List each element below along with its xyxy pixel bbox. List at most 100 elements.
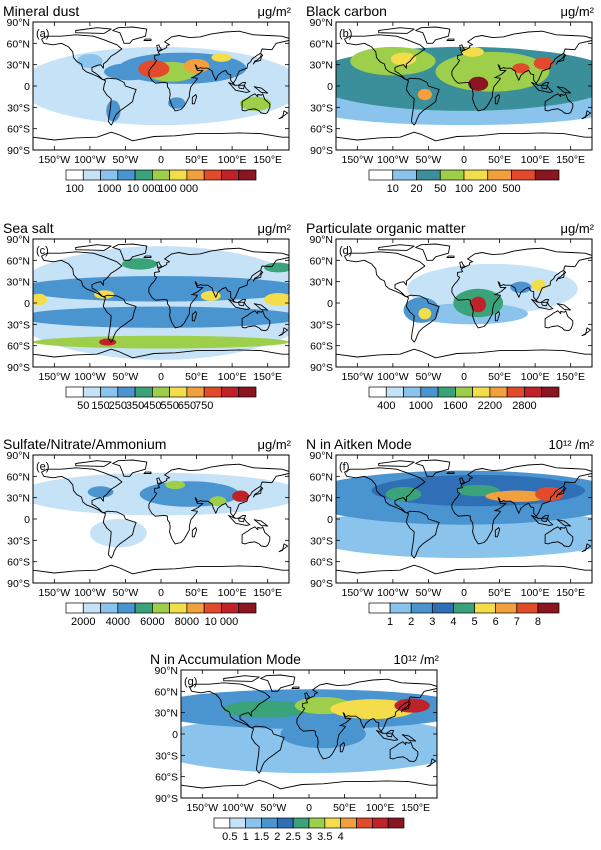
- coastline-arctic-islands: [75, 460, 112, 467]
- panel-b-field-blob: [533, 56, 554, 70]
- lon-label: 100°E: [366, 802, 395, 814]
- colorbar-label: 500: [502, 183, 520, 195]
- lat-label: 60°S: [310, 557, 333, 569]
- panel-c-field-blob: [264, 262, 289, 273]
- colorbar-label: 4000: [106, 616, 130, 628]
- lon-label: 50°W: [113, 371, 139, 383]
- coastline-africa-eurasia: [148, 30, 289, 112]
- lat-label: 30°N: [155, 708, 178, 720]
- lat-label: 30°N: [7, 493, 30, 505]
- colorbar-swatch: [292, 817, 310, 829]
- coastline-madagascar: [191, 94, 198, 105]
- panel-e-lat-labels: 90°S 60°S 30°S 0 30°N 60°N 90°N: [7, 450, 31, 590]
- colorbar-swatch: [221, 169, 240, 181]
- coastline-new-zealand: [426, 758, 437, 768]
- colorbar-swatch: [82, 169, 101, 181]
- panel-b-colorbar: 10 20 50 100 200 500: [368, 169, 560, 195]
- colorbar-label: 0.5: [222, 831, 237, 843]
- coastline-new-zealand: [581, 327, 592, 337]
- coastline-antarctica: [336, 348, 592, 367]
- colorbar-swatch: [261, 817, 278, 829]
- colorbar-swatch: [203, 602, 222, 614]
- lon-label: 150°W: [39, 587, 71, 599]
- panel-g-map: (g): [180, 669, 438, 799]
- colorbar-swatch: [186, 169, 205, 181]
- coastline-indonesia: [531, 514, 554, 526]
- colorbar-swatch: [152, 169, 170, 181]
- lat-label: 30°S: [310, 319, 333, 331]
- lon-label: 0: [306, 802, 312, 814]
- panel-e-field-blob: [87, 486, 114, 498]
- colorbar-label: 1000: [409, 400, 433, 412]
- lat-label: 60°N: [310, 38, 333, 50]
- lon-label: 50°W: [416, 587, 442, 599]
- colorbar-swatch: [117, 169, 136, 181]
- panel-d-map: (d): [335, 238, 593, 368]
- colorbar-swatch: [368, 386, 387, 398]
- colorbar-label: 2.5: [286, 831, 301, 843]
- lat-label: 60°S: [310, 341, 333, 353]
- coastline-madagascar: [494, 527, 501, 538]
- colorbar-label: 750: [195, 400, 213, 412]
- panel-f-field-blob: [385, 487, 422, 502]
- coastline-australia: [241, 93, 271, 115]
- lat-label: 90°S: [7, 362, 30, 374]
- colorbar-swatch: [169, 169, 188, 181]
- coastline-japan: [555, 270, 567, 282]
- lon-label: 150°E: [556, 371, 585, 383]
- colorbar-swatch: [221, 386, 240, 398]
- colorbar-swatch: [100, 386, 119, 398]
- panel-d-lon-labels: 150°W 100°W 50°W 0 50°E 100°E 150°E: [342, 371, 586, 383]
- colorbar-swatch: [387, 817, 405, 829]
- colorbar-swatch: [245, 817, 262, 829]
- coastline-north-america: [41, 34, 123, 81]
- lon-label: 100°W: [74, 154, 106, 166]
- colorbar-swatch: [453, 602, 475, 614]
- coastline-africa-eurasia: [451, 30, 592, 112]
- colorbar-swatch: [534, 169, 560, 181]
- panel-c-coastlines: [33, 243, 289, 367]
- lon-label: 150°W: [342, 154, 374, 166]
- lon-label: 150°W: [342, 587, 374, 599]
- panel-e-map: (e): [32, 454, 290, 584]
- colorbar-swatch: [213, 817, 231, 829]
- colorbar-swatch: [437, 386, 456, 398]
- coastline-south-america: [405, 510, 440, 559]
- colorbar-swatch: [368, 602, 391, 614]
- coastline-uk: [304, 692, 311, 699]
- colorbar-swatch: [169, 386, 188, 398]
- lat-label: 90°N: [310, 17, 333, 29]
- colorbar-swatch: [117, 602, 136, 614]
- colorbar-label: 6: [493, 616, 499, 628]
- colorbar-label: 1.5: [254, 831, 269, 843]
- colorbar-label: 200: [479, 183, 497, 195]
- panel-e-field-blob: [209, 496, 227, 507]
- panel-g-field-blob: [280, 719, 366, 749]
- lon-label: 150°W: [187, 802, 219, 814]
- coastline-greenland: [112, 26, 148, 44]
- coastline-south-america: [102, 510, 137, 559]
- colorbar-swatch: [276, 817, 294, 829]
- colorbar-swatch: [416, 169, 441, 181]
- colorbar-label: 3.5: [317, 831, 332, 843]
- panel-c-field-blob: [121, 258, 158, 270]
- colorbar-swatch: [134, 169, 153, 181]
- panel-g-coastlines: [181, 674, 437, 798]
- coastline-madagascar: [494, 94, 501, 105]
- lat-label: 0: [24, 514, 30, 526]
- coastline-antarctica: [181, 779, 437, 798]
- panel-b-field-blob: [390, 52, 417, 66]
- colorbar-swatch: [371, 817, 389, 829]
- colorbar-label: 1600: [443, 400, 467, 412]
- panel-c-field-blob: [94, 290, 115, 299]
- colorbar-label: 150: [91, 400, 109, 412]
- coastline-new-guinea: [253, 519, 269, 527]
- lat-label: 60°S: [7, 557, 30, 569]
- lon-label: 150°W: [342, 371, 374, 383]
- panel-b-map: (b): [335, 21, 593, 151]
- coastline-arctic-islands: [75, 244, 112, 251]
- panel-c-map: (c): [32, 238, 290, 368]
- coastline-greenland: [112, 459, 148, 477]
- coastline-borneo: [541, 514, 550, 523]
- lon-label: 150°E: [556, 154, 585, 166]
